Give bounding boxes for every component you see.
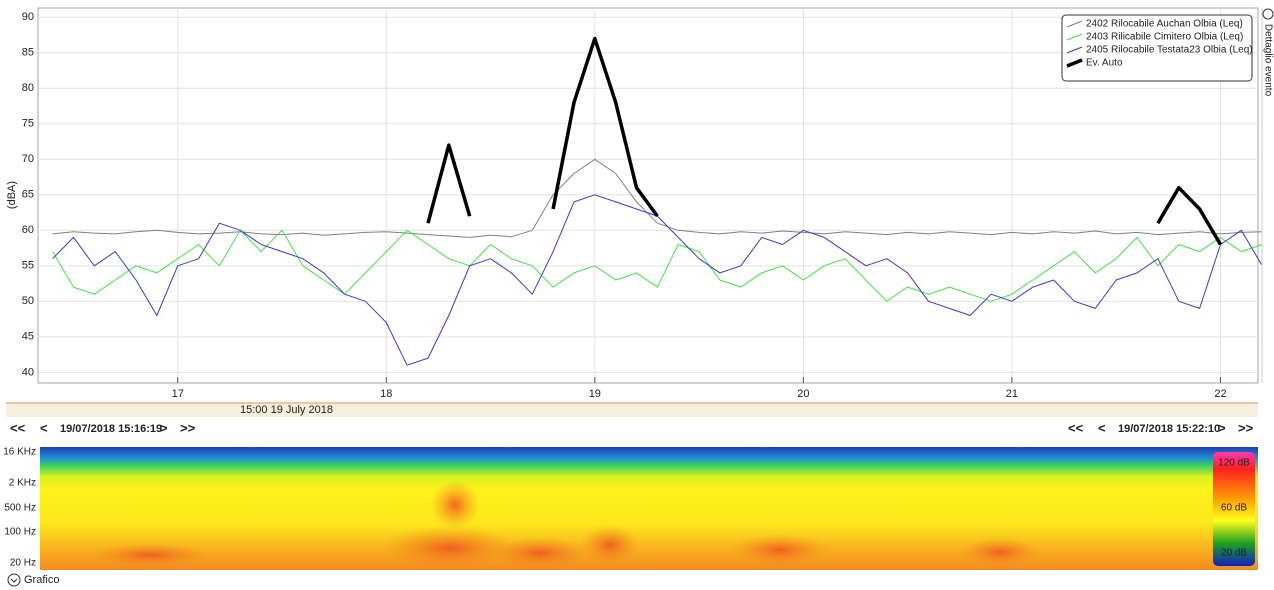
legend-swatch [1066,58,1083,68]
spectrogram-image [40,447,1258,570]
y-tick-label: 90 [22,11,34,23]
series-line [52,158,1263,238]
y-tick-label: 60 [22,224,34,236]
footer-toggle-icon [10,578,18,583]
frequency-label: 20 Hz [10,558,36,569]
series-line [52,229,1263,302]
spectrogram-hotspot [430,480,480,530]
colorbar [1213,452,1255,566]
time-band-label: 15:00 19 July 2018 [240,404,333,416]
footer-toggle[interactable] [7,573,21,587]
frequency-label: 500 Hz [4,503,36,514]
colorbar-label: 20 dB [1221,548,1247,559]
nav-first[interactable]: << [10,420,26,435]
y-tick-label: 40 [22,366,34,378]
y-tick-label: 70 [22,153,34,165]
spectrogram-hotspot [90,543,210,567]
nav-last[interactable]: >> [1238,420,1254,435]
series-line [426,36,1223,246]
spectrogram-hotspot [490,537,590,569]
y-tick-label: 45 [22,331,34,343]
nav-prev[interactable]: < [1098,420,1106,435]
colorbar-label: 60 dB [1221,503,1247,514]
spectrogram-hotspot [380,526,520,570]
y-tick-label: 55 [22,260,34,272]
legend-swatch [1066,46,1083,54]
legend-box [1061,14,1253,82]
legend-label: 2402 Rilocabile Auchan Olbia (Leq) [1086,19,1243,30]
footer-label[interactable]: Grafico [24,574,59,586]
frequency-label: 2 KHz [9,478,36,489]
nav-first[interactable]: << [1068,420,1084,435]
nav-prev[interactable]: < [40,420,48,435]
spectrogram-hotspot [730,534,830,566]
time-band [6,402,1258,417]
side-panel-toggle[interactable] [1262,8,1274,20]
legend-label: 2403 Rilicabile Cimitero Olbia (Leq) [1086,32,1243,43]
legend: 2402 Rilocabile Auchan Olbia (Leq) 2403 R… [1061,14,1253,82]
legend-label: 2405 Rilocabile Testata23 Olbia (Leq) [1086,45,1253,56]
y-tick-label: 75 [22,118,34,130]
legend-swatch [1066,20,1083,28]
plot-area [37,7,1259,384]
x-tick-label: 21 [1006,388,1018,400]
y-axis-label: (dBA) [6,181,18,209]
spectrogram-hotspot [960,538,1040,566]
y-tick-label: 65 [22,189,34,201]
x-tick-label: 17 [172,388,184,400]
x-tick-label: 22 [1214,388,1226,400]
nav-time: 19/07/2018 15:16:19 [60,423,162,435]
spectrogram [40,447,1258,570]
nav-time: 19/07/2018 15:22:10 [1118,423,1220,435]
legend-label: Ev. Auto [1086,58,1123,69]
y-tick-label: 80 [22,82,34,94]
colorbar-label: 120 dB [1218,458,1250,469]
frequency-label: 16 KHz [3,447,36,458]
y-tick-label: 50 [22,295,34,307]
x-tick-label: 18 [380,388,392,400]
frequency-label: 100 Hz [4,527,36,538]
spectrogram-hotspot [580,525,640,565]
x-tick-label: 20 [797,388,809,400]
nav-next[interactable]: > [160,420,168,435]
legend-swatch [1066,33,1083,41]
side-panel-label[interactable]: Dettaglio evento [1262,24,1273,97]
nav-next[interactable]: > [1218,420,1226,435]
nav-last[interactable]: >> [180,420,196,435]
y-tick-label: 85 [22,47,34,59]
x-tick-label: 19 [589,388,601,400]
